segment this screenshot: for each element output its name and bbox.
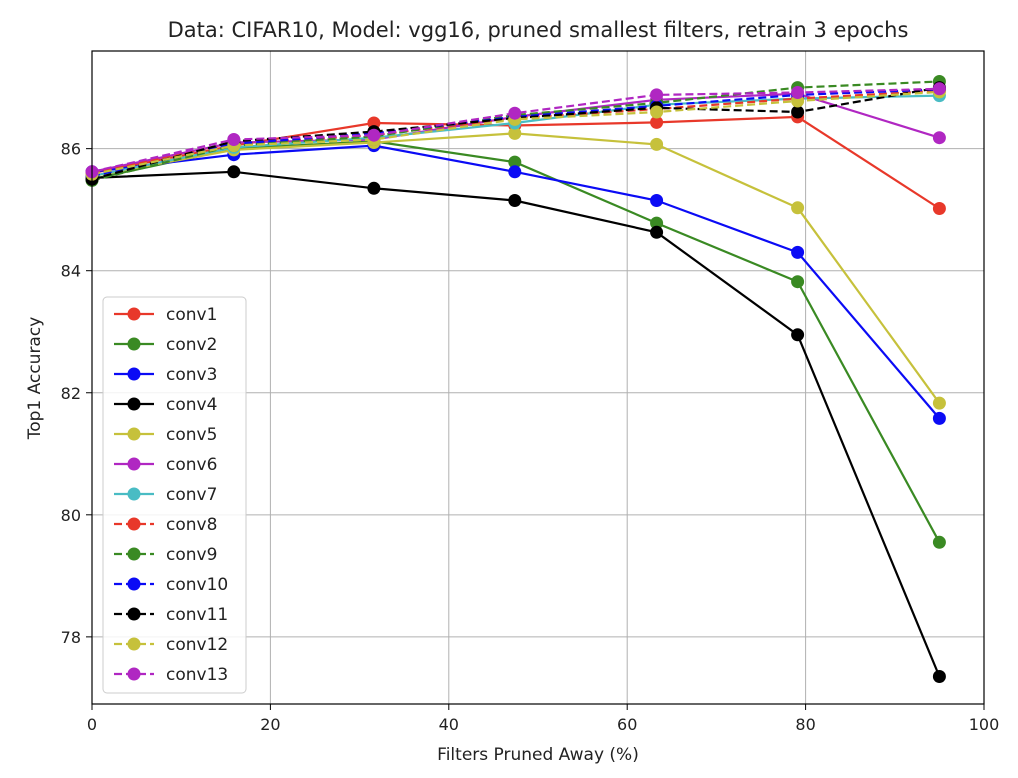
chart-title: Data: CIFAR10, Model: vgg16, pruned smal… [168,18,909,42]
legend-label: conv7 [166,485,217,505]
data-point [650,216,664,230]
legend-marker [127,367,141,381]
legend-marker [127,487,141,501]
data-point [650,194,664,207]
data-point [650,115,664,129]
legend-item-conv1: conv1 [114,305,217,325]
legend-label: conv11 [166,605,228,625]
legend-marker [127,517,141,531]
data-point [791,275,805,289]
legend-item-conv10: conv10 [114,575,228,595]
data-point [367,181,381,195]
legend-label: conv2 [166,335,217,355]
legend-item-conv2: conv2 [114,335,217,355]
legend-label: conv6 [166,455,217,475]
data-point [508,165,522,179]
data-point [791,86,805,99]
data-point [791,201,805,215]
legend-item-conv11: conv11 [114,605,228,625]
y-tick-label: 82 [61,384,81,403]
data-point [508,106,522,120]
legend-item-conv3: conv3 [114,365,217,385]
x-tick-label: 60 [617,715,637,734]
legend-item-conv6: conv6 [114,455,217,475]
legend-marker [127,337,141,351]
legend-item-conv7: conv7 [114,485,217,505]
legend-box [102,296,247,694]
legend-item-conv4: conv4 [114,395,217,415]
data-point [227,133,241,146]
data-point [508,194,522,207]
data-point [932,202,946,215]
legend-label: conv8 [166,515,217,535]
data-point [932,535,946,549]
y-tick-label: 78 [61,628,81,647]
x-tick-label: 20 [260,715,280,734]
data-point [650,105,664,119]
data-point [932,82,946,96]
legend-item-conv9: conv9 [114,545,217,565]
legend-item-conv5: conv5 [114,425,217,445]
data-point [650,225,664,239]
x-tick-label: 100 [969,715,1000,734]
y-tick-label: 84 [61,262,81,281]
legend-item-conv12: conv12 [114,635,228,655]
data-point [508,155,522,169]
x-axis-label: Filters Pruned Away (%) [437,745,639,765]
legend-marker [127,427,141,441]
data-point [508,126,522,140]
plot-frame [91,50,985,705]
data-point [367,128,381,142]
data-point [791,245,805,259]
legend-marker [127,547,141,561]
legend-marker [127,577,141,591]
legend-label: conv4 [166,395,217,415]
legend-label: conv9 [166,545,217,565]
legend-label: conv3 [166,365,217,385]
legend-label: conv1 [166,305,217,325]
series-layer [85,75,946,683]
axis-ticks: 0 20 40 60 80 100 78 80 82 84 86 [61,140,1000,734]
legend-marker [127,307,141,321]
legend-item-conv13: conv13 [114,665,228,685]
data-point [227,165,241,179]
legend-marker [127,667,141,681]
legend-item-conv8: conv8 [114,515,217,535]
data-point [791,328,805,342]
legend-label: conv5 [166,425,217,445]
legend: conv1 conv2 conv3 conv4 conv5 conv6 conv7 conv8… [102,296,247,694]
data-point [650,137,664,151]
data-point [932,396,946,410]
legend-marker [127,637,141,651]
x-tick-label: 40 [439,715,459,734]
legend-marker [127,607,141,621]
y-tick-label: 80 [61,506,81,525]
y-axis-label: Top1 Accuracy [25,317,45,441]
legend-label: conv12 [166,635,228,655]
x-tick-label: 80 [795,715,815,734]
x-tick-label: 0 [87,715,97,734]
y-tick-label: 86 [61,140,81,159]
legend-label: conv13 [166,665,228,685]
legend-label: conv10 [166,575,228,595]
data-point [650,88,664,102]
data-point [791,105,805,119]
legend-marker [127,397,141,411]
data-point [932,670,946,683]
data-point [932,411,946,425]
data-point [932,131,946,145]
legend-marker [127,457,141,471]
